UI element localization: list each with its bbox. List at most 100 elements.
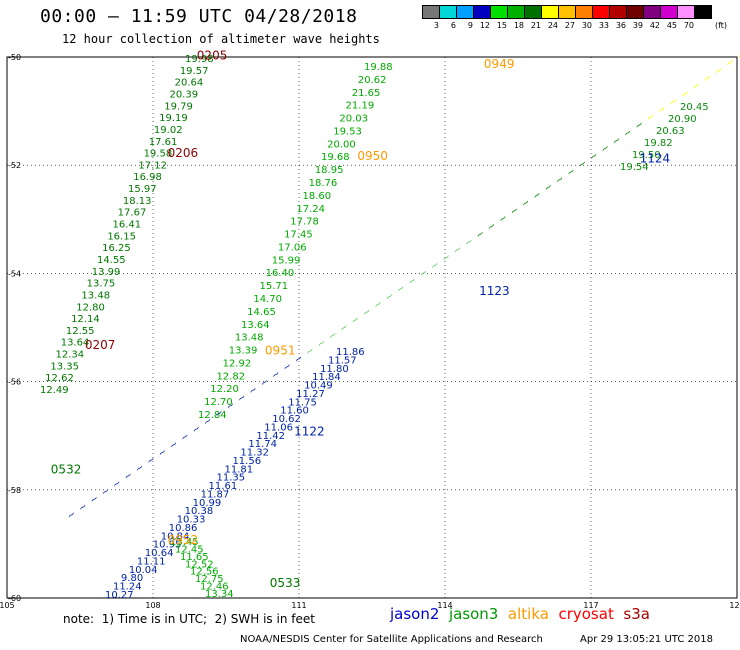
lon-tick-label: 117	[583, 601, 598, 610]
swh-value: 10.04	[129, 565, 158, 576]
dense-track-mark: ~	[338, 321, 351, 335]
pass-time-label: 0950	[357, 149, 388, 163]
swh-value: 11.80	[320, 364, 349, 375]
swh-value: 19.82	[644, 138, 673, 149]
lon-tick-label: 114	[437, 601, 452, 610]
dense-track-mark: ~	[179, 431, 192, 445]
dense-track-mark: ~	[451, 243, 464, 257]
dense-track-mark: ~	[122, 470, 135, 484]
swh-value: 16.41	[113, 220, 142, 231]
swh-value: 13.64	[241, 320, 270, 331]
swh-value: 19.88	[364, 62, 393, 73]
legend-swatch	[694, 5, 712, 19]
legend-label: 45	[666, 21, 677, 30]
legend-label: 24	[547, 21, 558, 30]
legend-label: 6	[450, 21, 456, 30]
dense-track-mark: ~	[485, 220, 498, 234]
dense-track-mark: ~	[281, 360, 294, 374]
dense-track-mark: ~	[542, 181, 555, 195]
dense-track-mark: ~	[724, 56, 737, 70]
swh-value: 12.56	[190, 567, 219, 578]
swh-value: 18.76	[309, 178, 338, 189]
pass-time-label: 1122	[294, 425, 325, 439]
dense-track-mark: ~	[644, 111, 657, 125]
dense-track-mark: ~	[133, 462, 146, 476]
swh-value: 16.98	[133, 172, 162, 183]
swh-value: 13.99	[92, 267, 121, 278]
pass-time-label: 0951	[265, 344, 296, 358]
lat-tick-label: -54	[8, 269, 21, 278]
dense-track-mark: ~	[110, 477, 123, 491]
swh-value: 14.65	[247, 307, 276, 318]
swh-value: 11.81	[224, 464, 253, 475]
legend-label: 36	[615, 21, 626, 30]
satellite-s3a: s3a	[623, 605, 660, 623]
lon-tick-label: 120	[729, 601, 740, 610]
pass-time-label: 0952	[168, 533, 199, 547]
swh-value: 13.64	[61, 338, 90, 349]
swh-value: 15.97	[128, 184, 157, 195]
swh-value: 19.54	[620, 162, 649, 173]
legend-label: 70	[683, 21, 694, 30]
satellite-cryosat: cryosat	[558, 605, 624, 623]
page-title: 00:00 – 11:59 UTC 04/28/2018	[40, 6, 358, 27]
swh-value: 18.60	[303, 191, 332, 202]
dense-track-mark: ~	[587, 150, 600, 164]
swh-value: 20.45	[680, 102, 709, 113]
swh-value: 12.84	[198, 410, 227, 421]
dense-track-mark: ~	[156, 446, 169, 460]
swh-value: 10.38	[185, 506, 214, 517]
swh-value: 19.02	[154, 125, 183, 136]
dense-track-mark: ~	[190, 423, 203, 437]
swh-value: 10.95	[153, 540, 182, 551]
swh-value: 16.40	[266, 268, 295, 279]
swh-value: 12.20	[210, 384, 239, 395]
dense-track-mark: ~	[428, 259, 441, 273]
swh-value: 17.24	[296, 204, 325, 215]
dense-track-mark: ~	[406, 275, 419, 289]
lon-tick-label: 105	[0, 601, 15, 610]
legend-label: 9	[467, 21, 473, 30]
swh-value: 16.15	[107, 231, 136, 242]
swh-value: 21.19	[346, 101, 375, 112]
swh-value: 11.24	[113, 582, 142, 593]
swh-value: 12.62	[45, 373, 74, 384]
swh-value: 11.84	[312, 372, 341, 383]
dense-track-mark: ~	[99, 485, 112, 499]
satellite-jason3: jason3	[448, 605, 508, 623]
dense-track-mark: ~	[633, 119, 646, 133]
lat-tick-label: -52	[8, 161, 21, 170]
swh-value: 12.52	[185, 559, 214, 570]
dense-track-mark: ~	[553, 173, 566, 187]
swh-value: 12.49	[40, 385, 69, 396]
swh-value: 11.11	[137, 556, 166, 567]
swh-value: 14.70	[253, 294, 282, 305]
swh-value: 12.45	[175, 544, 204, 555]
dense-track-mark: ~	[315, 337, 328, 351]
legend-swatches	[422, 5, 727, 19]
swh-value: 12.34	[56, 350, 85, 361]
dense-track-mark: ~	[474, 228, 487, 242]
dense-track-mark: ~	[565, 165, 578, 179]
swh-value: 13.39	[229, 346, 258, 357]
swh-value: 11.61	[209, 481, 238, 492]
swh-value: 21.65	[352, 88, 381, 99]
dense-track-mark: ~	[258, 376, 271, 390]
dense-track-mark: ~	[576, 158, 589, 172]
lat-tick-label: -56	[8, 378, 21, 387]
swh-value: 17.45	[284, 230, 313, 241]
lon-tick-label: 108	[145, 601, 160, 610]
legend-label: 30	[581, 21, 592, 30]
legend-label: 39	[632, 21, 643, 30]
lon-tick-label: 111	[291, 601, 306, 610]
swh-value: 20.90	[668, 114, 697, 125]
swh-value: 11.27	[296, 389, 325, 400]
dense-track-mark: ~	[383, 290, 396, 304]
pass-time-label: 0207	[85, 338, 116, 352]
swh-value: 19.58	[144, 149, 173, 160]
dense-track-mark: ~	[667, 95, 680, 109]
swh-value: 11.57	[328, 355, 357, 366]
pass-time-label: 1123	[479, 284, 510, 298]
swh-value: 12.80	[76, 302, 105, 313]
